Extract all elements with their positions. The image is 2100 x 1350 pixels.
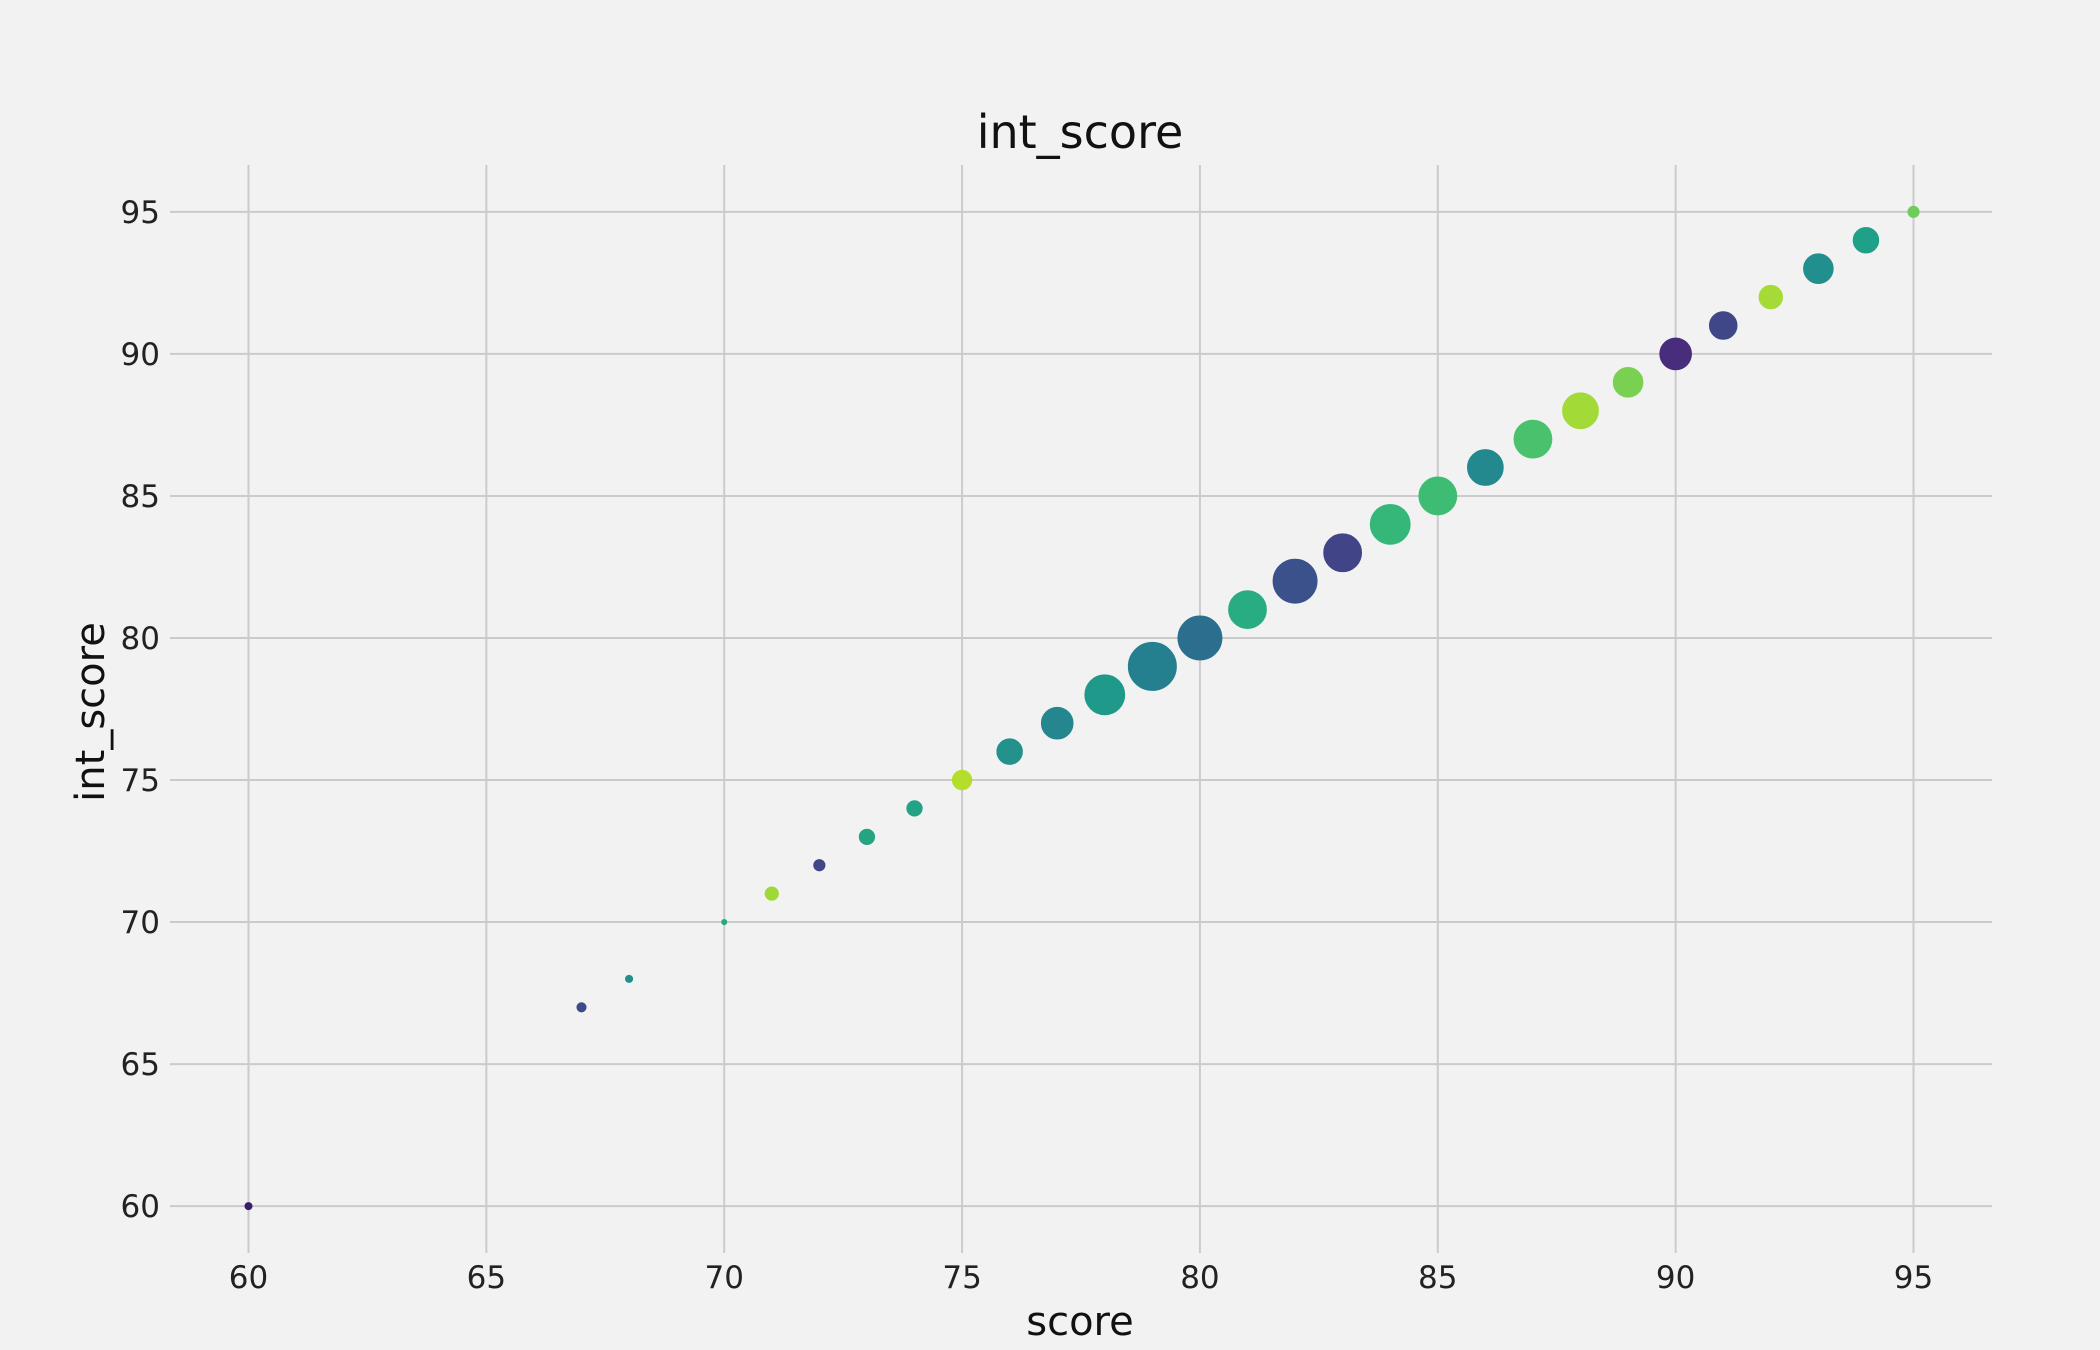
scatter-point [1466,449,1504,486]
scatter-point [1369,503,1411,545]
scatter-point [1228,590,1267,629]
scatter-point [1803,253,1834,284]
grid [170,165,1992,1253]
scatter-point [1084,674,1126,716]
scatter-point [244,1202,253,1211]
scatter-point [1323,533,1363,573]
scatter-point [996,738,1023,765]
scatter-point [1852,227,1880,254]
scatter-point [1513,419,1553,459]
x-axis-label: score [1026,1299,1133,1345]
y-tick-label: 80 [121,621,160,657]
scatter-point [576,1002,587,1013]
x-tick-label: 80 [1180,1260,1219,1296]
y-tick-label: 60 [121,1189,160,1225]
scatter-point [906,800,923,817]
y-tick-label: 95 [121,195,160,231]
scatter-point [813,859,826,872]
x-tick-label: 65 [467,1260,506,1296]
y-axis-label: int_score [68,622,114,802]
x-tick-label: 90 [1656,1260,1695,1296]
scatter-point [1659,337,1692,371]
scatter-point [721,919,728,926]
x-tick-label: 75 [942,1260,981,1296]
x-tick-label: 95 [1894,1260,1933,1296]
scatter-point [1907,205,1920,218]
data-points [244,205,1920,1211]
x-tick-label: 85 [1418,1260,1457,1296]
chart-title: int_score [977,105,1184,159]
scatter-point [1708,311,1738,340]
scatter-point [1127,641,1177,691]
scatter-point [1758,284,1784,310]
y-tick-label: 65 [121,1047,160,1083]
scatter-point [1272,558,1318,604]
x-tick-label: 60 [229,1260,268,1296]
y-tick-label: 85 [121,479,160,515]
scatter-point [1177,615,1223,661]
scatter-point [1418,476,1458,516]
y-tick-label: 70 [121,905,160,941]
scatter-point [951,769,973,791]
scatter-point [764,886,779,901]
scatter-point [1562,392,1599,430]
y-tick-label: 75 [121,763,160,799]
scatter-point [1612,367,1644,398]
tick-labels: 60 65 70 75 80 85 90 95 60 65 70 75 80 85 90 95 [121,195,1934,1296]
scatter-point [1040,706,1074,740]
scatter-point [625,974,634,983]
scatter-point [858,828,876,845]
x-tick-label: 70 [704,1260,743,1296]
y-tick-label: 90 [121,337,160,373]
